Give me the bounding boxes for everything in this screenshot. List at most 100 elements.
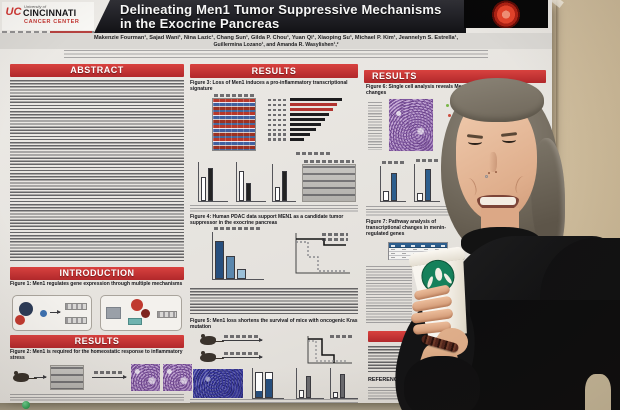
nostril bbox=[488, 172, 490, 174]
siren-tail bbox=[426, 275, 435, 289]
survival-legend bbox=[322, 233, 348, 236]
figure3-legend-text bbox=[190, 205, 358, 213]
survival-legend bbox=[330, 335, 352, 338]
kaplan-meier-curve bbox=[288, 229, 354, 281]
arrow-icon bbox=[34, 375, 47, 379]
histology-image bbox=[162, 363, 193, 392]
wall-gap-highlight bbox=[585, 374, 611, 410]
smiling-mouth bbox=[477, 195, 519, 212]
dark-red-protein-icon bbox=[141, 309, 150, 318]
abstract-header: ABSTRACT bbox=[10, 64, 184, 77]
timeline-arrow bbox=[92, 375, 127, 379]
nose bbox=[489, 152, 497, 172]
arrow-icon bbox=[222, 338, 263, 342]
poster-title-band: Delineating Men1 Tumor Suppressive Mecha… bbox=[94, 0, 466, 33]
bar-chart bbox=[236, 162, 266, 202]
table-header-row bbox=[389, 243, 447, 248]
right-eye bbox=[502, 137, 516, 143]
mouse-icon bbox=[200, 351, 224, 362]
chart-title bbox=[416, 159, 438, 162]
figure6-legend-text bbox=[366, 206, 474, 217]
poster-title-line1: Delineating Men1 Tumor Suppressive Mecha… bbox=[120, 2, 442, 17]
wall-corner-line bbox=[556, 0, 559, 270]
chart-title bbox=[382, 161, 404, 164]
mouse-icon bbox=[200, 334, 224, 345]
western-blot-panel bbox=[302, 164, 356, 202]
gene-box bbox=[157, 311, 177, 318]
nose-ring bbox=[485, 175, 489, 179]
chromatin-icon bbox=[106, 307, 121, 319]
mouse-icon bbox=[13, 371, 37, 382]
figure1-diagram bbox=[12, 295, 184, 332]
logo-cincinnati: CINCINNATI bbox=[23, 8, 77, 18]
genotype-label bbox=[224, 335, 260, 338]
uc-cancer-center-logo: UC University of CINCINNATI CANCER CENTE… bbox=[2, 2, 94, 30]
right-column-text bbox=[366, 266, 412, 324]
siren-figure bbox=[434, 267, 444, 282]
green-pushpin bbox=[22, 401, 30, 409]
gene-box bbox=[65, 303, 87, 310]
references-header: REFERENCES bbox=[368, 377, 405, 383]
red-fluorescent-cell-image bbox=[464, 0, 548, 28]
figure1-panel-right bbox=[100, 295, 182, 331]
research-poster: UC University of CINCINNATI CANCER CENTE… bbox=[0, 0, 552, 403]
gsea-axis-label bbox=[296, 152, 330, 155]
authors-line2: Guillermina Lozano¹, and Amanda R. Wasyl… bbox=[213, 42, 339, 48]
results-header-middle: RESULTS bbox=[190, 64, 358, 78]
histology-image bbox=[130, 363, 161, 392]
figure1-caption: Figure 1: Men1 regulates gene expression… bbox=[10, 281, 183, 287]
histology-image-dark bbox=[192, 368, 244, 399]
blue-bar-chart bbox=[380, 166, 406, 202]
hairline bbox=[450, 78, 544, 122]
blot-header-labels bbox=[304, 160, 354, 163]
introduction-header: INTRODUCTION bbox=[10, 267, 184, 280]
gsea-barplot bbox=[268, 98, 354, 142]
survival-legend bbox=[322, 238, 348, 241]
nostril bbox=[495, 171, 497, 173]
poster-title-line2: in the Exocrine Pancreas bbox=[120, 16, 280, 31]
figure4-caption: Figure 4: Human PDAC data support MEN1 a… bbox=[190, 214, 344, 226]
author-band: Makenzie Fourman¹, Sajad Wani¹, Nina Laz… bbox=[0, 33, 552, 49]
logo-cancer-center: CANCER CENTER bbox=[24, 19, 80, 25]
red-protein-icon bbox=[131, 299, 143, 311]
results-body-text bbox=[190, 288, 358, 316]
sweater-sleeve bbox=[404, 356, 480, 410]
shadow-below-poster bbox=[0, 403, 435, 410]
logo-university-of: University of bbox=[24, 4, 47, 9]
bar-chart bbox=[272, 164, 296, 202]
survival-curve-small bbox=[302, 333, 356, 369]
mouse-model-schematic bbox=[200, 334, 296, 366]
siren-tail bbox=[442, 272, 453, 285]
bar-chart-title bbox=[214, 227, 262, 230]
bar-chart bbox=[198, 162, 228, 202]
arrow-icon bbox=[222, 355, 263, 359]
gene-box bbox=[65, 317, 87, 324]
uc-logo-icon: UC bbox=[5, 6, 22, 18]
heatmap-panel bbox=[212, 98, 256, 151]
timeline-labels bbox=[94, 371, 122, 374]
heatmap-column-labels bbox=[214, 94, 254, 97]
arrow-icon bbox=[50, 310, 61, 314]
complex-icon bbox=[40, 310, 47, 317]
teeth bbox=[480, 197, 516, 205]
western-blot bbox=[50, 365, 84, 390]
figure3-caption: Figure 3: Loss of Men1 induces a pro-inf… bbox=[190, 80, 348, 92]
histology-image-large bbox=[388, 98, 434, 152]
figure1-panel-left bbox=[12, 295, 92, 331]
abstract-body-text bbox=[10, 80, 184, 263]
authors-line1: Makenzie Fourman¹, Sajad Wani¹, Nina Laz… bbox=[93, 35, 459, 41]
figure2-legend-text bbox=[10, 394, 184, 401]
figure5-caption: Figure 5: Men1 loss shortens the surviva… bbox=[190, 318, 358, 330]
genotype-label bbox=[224, 352, 260, 355]
menin-protein-icon bbox=[19, 302, 33, 316]
figure2-caption: Figure 2: Men1 is required for the homeo… bbox=[10, 349, 183, 361]
dot-bar-chart bbox=[330, 368, 358, 399]
pdac-expression-bar-chart bbox=[212, 232, 264, 280]
stacked-bar-chart bbox=[252, 368, 284, 399]
figure6-caption: Figure 6: Single cell analysis reveals M… bbox=[366, 84, 531, 96]
affiliations-text bbox=[64, 50, 488, 59]
figure6-axis-labels bbox=[368, 102, 382, 150]
cofactor-icon bbox=[15, 315, 25, 325]
teal-box-icon bbox=[128, 318, 142, 325]
